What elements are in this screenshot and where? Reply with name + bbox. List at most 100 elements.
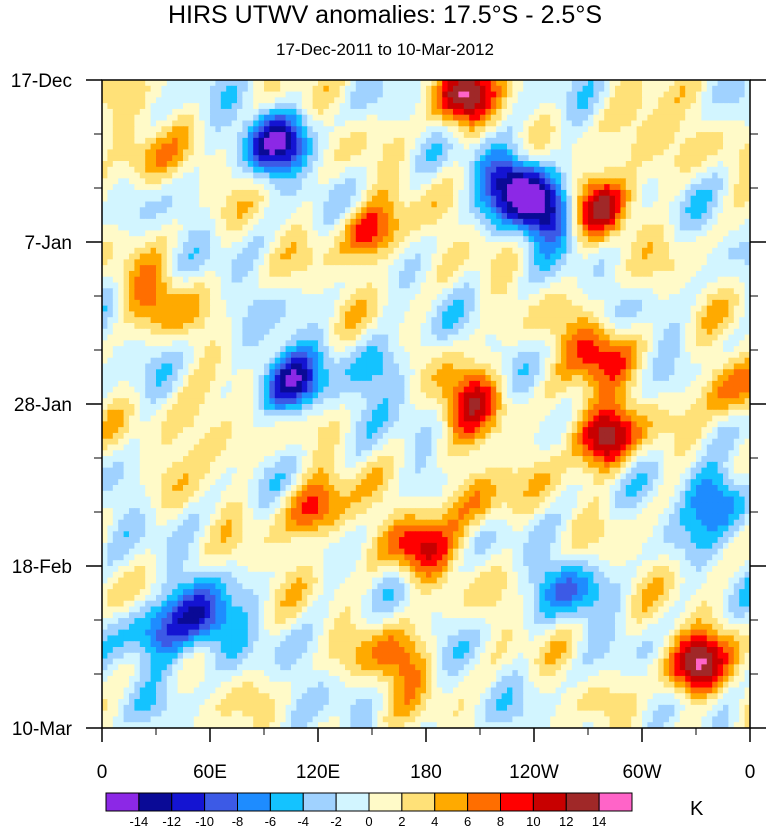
field-cell (102, 311, 108, 318)
field-cell (102, 132, 108, 139)
field-cell (415, 218, 422, 226)
field-cell (426, 288, 432, 295)
field-cell (739, 218, 746, 226)
field-cell (598, 230, 605, 237)
field-cell (161, 189, 168, 197)
field-cell (696, 207, 702, 214)
field-cell (647, 178, 654, 185)
field-cell (679, 166, 686, 174)
field-cell (625, 213, 632, 220)
field-cell (118, 85, 125, 93)
field-cell (593, 114, 600, 122)
field-cell (690, 195, 697, 203)
field-cell (345, 126, 351, 133)
field-cell (744, 213, 750, 220)
field-cell (744, 247, 750, 255)
field-cell (539, 270, 546, 278)
field-cell (447, 149, 454, 156)
field-cell (355, 114, 362, 122)
field-cell (188, 108, 195, 116)
field-cell (134, 311, 141, 318)
field-cell (409, 288, 416, 295)
field-cell (723, 143, 729, 151)
field-cell (512, 265, 519, 272)
field-cell (474, 114, 481, 122)
field-cell (431, 149, 438, 156)
field-cell (528, 114, 535, 122)
field-cell (123, 247, 130, 255)
field-cell (485, 91, 492, 98)
field-cell (269, 311, 276, 318)
field-cell (150, 230, 157, 237)
field-cell (496, 172, 503, 179)
field-cell (501, 143, 508, 151)
field-cell (544, 114, 551, 122)
field-cell (593, 311, 600, 318)
field-cell (312, 80, 319, 87)
field-cell (210, 224, 216, 232)
field-cell (318, 213, 324, 220)
field-cell (717, 253, 724, 260)
field-cell (102, 155, 108, 162)
field-cell (247, 236, 254, 243)
field-cell (609, 149, 616, 156)
field-cell (361, 126, 368, 133)
field-cell (501, 311, 508, 318)
field-cell (685, 224, 692, 232)
field-cell (706, 137, 713, 145)
field-cell (334, 155, 341, 162)
field-cell (393, 224, 400, 232)
field-cell (647, 149, 654, 156)
field-cell (269, 230, 276, 237)
field-cell (625, 236, 632, 243)
field-cell (285, 282, 292, 289)
field-cell (480, 97, 486, 104)
field-cell (636, 305, 643, 313)
field-cell (696, 189, 702, 197)
field-cell (220, 172, 227, 179)
field-cell (631, 218, 638, 226)
field-cell (706, 172, 713, 179)
field-cell (323, 253, 330, 260)
field-cell (474, 242, 481, 249)
field-cell (307, 230, 314, 237)
field-cell (571, 247, 578, 255)
field-cell (625, 155, 632, 162)
field-cell (625, 265, 632, 272)
field-cell (480, 132, 486, 139)
field-cell (674, 172, 681, 179)
field-cell (258, 305, 265, 313)
field-cell (399, 213, 405, 220)
field-cell (561, 108, 567, 116)
field-cell (123, 91, 130, 98)
field-cell (690, 224, 697, 232)
field-cell (436, 311, 443, 318)
field-cell (593, 213, 600, 220)
field-cell (123, 149, 130, 156)
field-cell (404, 242, 411, 249)
field-cell (517, 143, 524, 151)
field-cell (631, 114, 638, 122)
field-cell (528, 137, 535, 145)
field-cell (658, 201, 665, 208)
field-cell (118, 114, 125, 122)
field-cell (658, 126, 665, 133)
field-cell (507, 85, 513, 93)
field-cell (712, 155, 719, 162)
field-cell (609, 80, 616, 87)
field-cell (361, 311, 368, 318)
field-cell (274, 253, 281, 260)
field-cell (706, 80, 713, 87)
field-cell (631, 132, 638, 139)
field-cell (544, 282, 551, 289)
field-cell (172, 126, 179, 133)
field-cell (723, 80, 729, 87)
field-cell (264, 259, 270, 266)
field-cell (339, 259, 346, 266)
field-cell (566, 224, 573, 232)
field-cell (696, 80, 702, 87)
field-cell (129, 80, 135, 87)
field-cell (226, 270, 233, 278)
field-cell (663, 172, 670, 179)
field-cell (447, 270, 454, 278)
